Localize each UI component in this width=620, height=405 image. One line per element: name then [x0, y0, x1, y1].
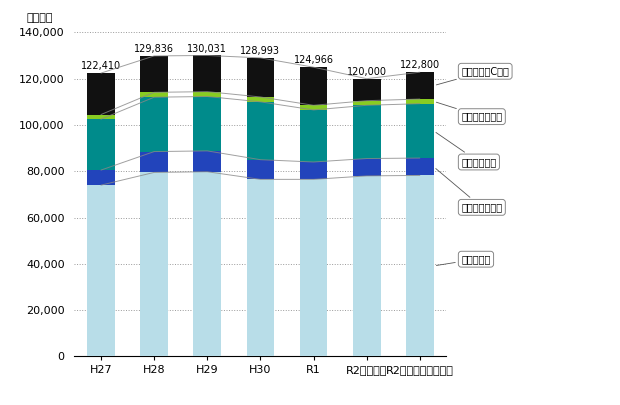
- Bar: [247, 179, 274, 356]
- Bar: [353, 105, 381, 158]
- Bar: [406, 104, 433, 158]
- Text: 128,993: 128,993: [241, 46, 280, 56]
- Bar: [406, 99, 433, 104]
- Bar: [87, 119, 115, 170]
- Bar: [87, 170, 115, 185]
- Bar: [299, 67, 327, 105]
- Bar: [193, 151, 221, 172]
- Bar: [140, 173, 168, 356]
- Text: 所有床貸室収入: 所有床貸室収入: [436, 168, 502, 212]
- Text: 文化・交流C売上: 文化・交流C売上: [436, 66, 509, 85]
- Bar: [406, 72, 433, 99]
- Text: 129,836: 129,836: [134, 44, 174, 54]
- Bar: [193, 172, 221, 356]
- Text: 130,031: 130,031: [187, 44, 227, 53]
- Bar: [247, 102, 274, 160]
- Bar: [87, 115, 115, 119]
- Bar: [299, 105, 327, 110]
- Bar: [353, 79, 381, 101]
- Bar: [193, 96, 221, 151]
- Bar: [406, 175, 433, 356]
- Bar: [140, 56, 168, 92]
- Bar: [140, 151, 168, 173]
- Text: 122,800: 122,800: [400, 60, 440, 70]
- Bar: [299, 162, 327, 179]
- Bar: [406, 158, 433, 175]
- Text: （千円）: （千円）: [26, 13, 53, 23]
- Bar: [353, 101, 381, 105]
- Text: 124,966: 124,966: [293, 55, 334, 65]
- Bar: [193, 55, 221, 92]
- Bar: [353, 176, 381, 356]
- Bar: [299, 179, 327, 356]
- Bar: [87, 73, 115, 115]
- Text: 受託料収入: 受託料収入: [436, 254, 490, 265]
- Text: 受取手数料収入: 受取手数料収入: [436, 102, 502, 122]
- Text: 土地賃貸収入: 土地賃貸収入: [436, 132, 497, 167]
- Bar: [140, 92, 168, 97]
- Bar: [87, 185, 115, 356]
- Text: 120,000: 120,000: [347, 67, 387, 77]
- Bar: [247, 160, 274, 179]
- Bar: [247, 58, 274, 97]
- Text: 122,410: 122,410: [81, 61, 121, 71]
- Bar: [140, 97, 168, 151]
- Bar: [299, 110, 327, 162]
- Bar: [193, 92, 221, 96]
- Bar: [247, 97, 274, 102]
- Bar: [353, 158, 381, 176]
